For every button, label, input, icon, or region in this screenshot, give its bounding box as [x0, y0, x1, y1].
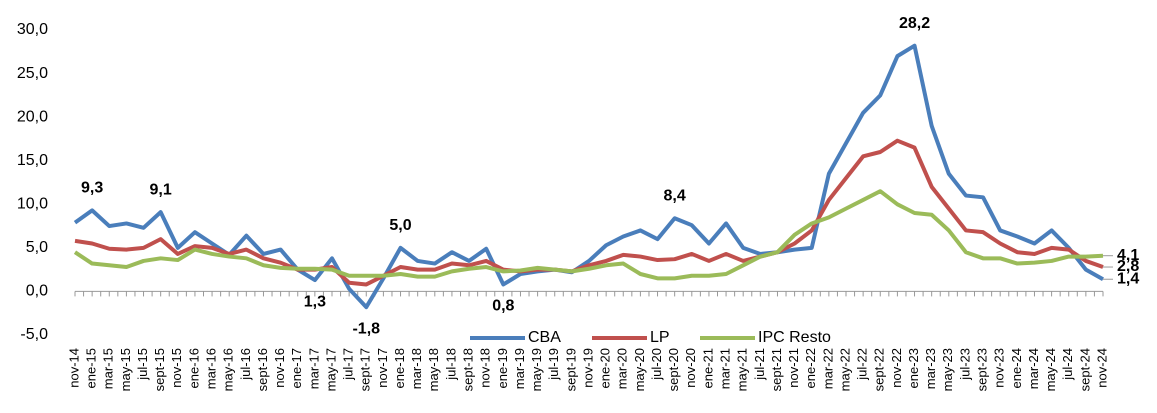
y-tick-label: 30,0: [17, 21, 48, 38]
x-tick-label: mar-23: [923, 348, 938, 389]
x-tick-label: ene-18: [392, 348, 407, 388]
x-tick-label: mar-15: [101, 348, 116, 389]
x-tick-label: sept-22: [872, 348, 887, 391]
x-tick-label: mar-16: [204, 348, 219, 389]
value-label: 5,0: [389, 217, 411, 234]
x-tick-label: nov-18: [478, 348, 493, 388]
x-tick-label: jul-18: [443, 348, 458, 381]
x-tick-label: ene-24: [1009, 348, 1024, 388]
value-label: 4,1: [1117, 247, 1139, 264]
value-label: 8,4: [664, 187, 686, 204]
x-tick-label: may-19: [529, 348, 544, 391]
x-tick-label: may-23: [940, 348, 955, 391]
x-tick-label: may-22: [837, 348, 852, 391]
x-tick-label: nov-19: [580, 348, 595, 388]
x-tick-label: nov-17: [375, 348, 390, 388]
legend-label: CBA: [528, 329, 561, 346]
value-label: -1,8: [352, 320, 380, 337]
y-tick-label: 25,0: [17, 65, 48, 82]
x-tick-label: nov-15: [169, 348, 184, 388]
x-tick-label: jul-22: [855, 348, 870, 381]
x-tick-label: nov-23: [992, 348, 1007, 388]
x-tick-label: may-18: [426, 348, 441, 391]
x-tick-label: mar-17: [306, 348, 321, 389]
x-tick-label: jul-19: [546, 348, 561, 381]
x-tick-label: jul-17: [341, 348, 356, 381]
x-tick-label: sept-18: [461, 348, 476, 391]
legend-label: IPC Resto: [758, 329, 831, 346]
series-line: [73, 43, 1104, 310]
x-tick-label: sept-24: [1077, 348, 1092, 391]
value-label: 2,8: [1117, 258, 1139, 275]
x-tick-label: sept-23: [975, 348, 990, 391]
x-tick-label: sept-20: [666, 348, 681, 391]
x-tick-label: sept-21: [769, 348, 784, 391]
x-tick-label: jul-24: [1060, 348, 1075, 381]
x-tick-label: ene-19: [495, 348, 510, 388]
x-tick-label: may-15: [118, 348, 133, 391]
x-tick-label: nov-24: [1094, 348, 1109, 388]
x-tick-label: jul-23: [957, 348, 972, 381]
y-tick-label: 15,0: [17, 152, 48, 169]
x-tick-label: sept-15: [152, 348, 167, 391]
value-label: 28,2: [899, 15, 930, 32]
series-line: [74, 138, 1104, 287]
series-line: [73, 189, 1104, 281]
y-tick-label: -5,0: [20, 326, 48, 343]
x-tick-label: mar-22: [820, 348, 835, 389]
x-tick-label: mar-18: [409, 348, 424, 389]
x-tick-label: sept-16: [255, 348, 270, 391]
x-tick-label: ene-23: [906, 348, 921, 388]
x-tick-label: mar-21: [718, 348, 733, 389]
x-tick-label: sept-19: [563, 348, 578, 391]
y-tick-label: 20,0: [17, 108, 48, 125]
y-tick-label: 5,0: [26, 239, 48, 256]
value-label: 9,1: [150, 181, 172, 198]
value-label: 9,3: [81, 180, 103, 197]
x-tick-label: may-16: [221, 348, 236, 391]
x-tick-label: jul-20: [649, 348, 664, 381]
x-tick-label: mar-19: [512, 348, 527, 389]
x-tick-label: ene-16: [186, 348, 201, 388]
value-label: 0,8: [492, 298, 514, 315]
x-tick-label: jul-16: [238, 348, 253, 381]
legend-label: LP: [650, 329, 670, 346]
x-tick-label: ene-15: [84, 348, 99, 388]
x-tick-label: may-20: [632, 348, 647, 391]
value-label: 1,3: [304, 293, 326, 310]
x-tick-label: may-17: [323, 348, 338, 391]
x-tick-label: ene-21: [700, 348, 715, 388]
x-tick-label: mar-24: [1026, 348, 1041, 389]
x-tick-label: nov-14: [66, 348, 81, 388]
x-tick-label: sept-17: [358, 348, 373, 391]
x-tick-label: nov-21: [786, 348, 801, 388]
x-tick-label: ene-22: [803, 348, 818, 388]
x-tick-label: may-21: [735, 348, 750, 391]
y-tick-label: 10,0: [17, 196, 48, 213]
x-tick-label: nov-16: [272, 348, 287, 388]
x-tick-label: jul-21: [752, 348, 767, 381]
value-label: 1,4: [1117, 270, 1139, 287]
x-tick-label: mar-20: [615, 348, 630, 389]
x-tick-label: may-24: [1043, 348, 1058, 391]
x-tick-label: jul-15: [135, 348, 150, 381]
x-tick-label: nov-20: [683, 348, 698, 388]
x-tick-label: ene-20: [598, 348, 613, 388]
x-tick-label: nov-22: [889, 348, 904, 388]
y-tick-label: 0,0: [26, 283, 48, 300]
x-tick-label: ene-17: [289, 348, 304, 388]
